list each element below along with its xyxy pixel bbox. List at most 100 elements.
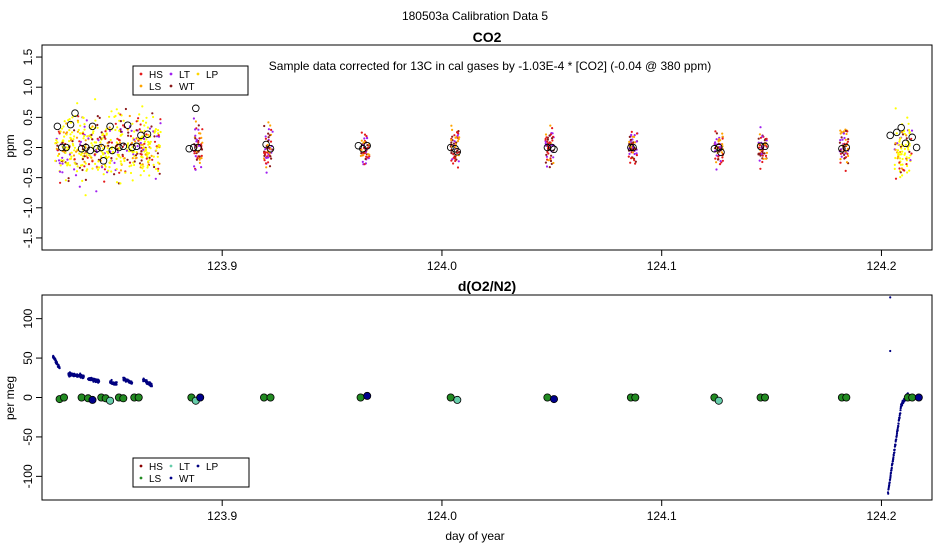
co2-wt-point	[267, 136, 270, 139]
co2-lp-point	[122, 119, 125, 122]
co2-lt-point	[136, 145, 139, 148]
co2-mean-marker	[88, 122, 97, 131]
co2-lp-point	[94, 162, 97, 165]
co2-lp-point	[67, 161, 70, 165]
co2-wt-point	[843, 157, 846, 160]
co2-y-tick-label: 1.5	[21, 48, 35, 65]
co2-mean-marker	[756, 142, 765, 151]
co2-lp-point	[91, 167, 94, 170]
co2-mean-marker	[453, 147, 462, 156]
co2-lp-point	[59, 130, 62, 133]
co2-lt-point	[155, 135, 159, 138]
co2-wt-point	[153, 135, 156, 138]
co2-lp-point	[905, 159, 909, 162]
co2-lp-point	[145, 116, 148, 119]
co2-lp-point	[110, 170, 113, 173]
co2-lt-point	[116, 151, 119, 154]
co2-lp-point	[60, 127, 64, 130]
o2n2-ls-mean-marker	[908, 393, 917, 402]
co2-hs-point	[193, 152, 196, 155]
co2-lp-point	[83, 135, 86, 138]
co2-lt-point	[195, 140, 198, 143]
co2-ls-point	[83, 152, 86, 155]
co2-mean-marker	[62, 143, 70, 152]
co2-lp-point	[903, 147, 907, 150]
co2-lp-point	[901, 157, 904, 161]
co2-hs-point	[362, 151, 365, 155]
co2-wt-point	[148, 156, 151, 159]
co2-lp-point	[123, 159, 126, 163]
co2-lt-point	[108, 129, 112, 132]
co2-wt-point	[715, 132, 719, 135]
co2-lp-point	[109, 162, 112, 165]
co2-wt-point	[899, 171, 902, 174]
co2-wt-point	[96, 115, 99, 118]
co2-wt-point	[548, 134, 551, 137]
co2-ls-point	[269, 124, 272, 127]
co2-wt-point	[73, 129, 76, 132]
co2-lp-point	[900, 153, 903, 156]
co2-lt-point	[267, 156, 270, 159]
co2-lp-point	[899, 163, 903, 166]
co2-lt-point	[363, 137, 366, 140]
co2-ls-point	[130, 141, 134, 144]
co2-lt-point	[551, 132, 554, 135]
co2-wt-point	[56, 144, 59, 147]
co2-lp-point	[909, 154, 912, 157]
co2-wt-point	[119, 120, 122, 123]
co2-hs-point	[58, 132, 61, 135]
o2n2-lp-point	[150, 385, 153, 388]
co2-ls-point	[360, 139, 363, 142]
co2-lp-point	[144, 121, 148, 124]
co2-wt-point	[451, 135, 454, 138]
co2-mean-marker	[99, 157, 108, 165]
co2-mean-marker	[106, 122, 114, 131]
co2-lp-point	[62, 159, 65, 162]
co2-lp-point	[63, 120, 66, 123]
co2-lp-point	[69, 133, 72, 136]
co2-lp-point	[54, 142, 57, 145]
o2n2-legend-lp: LP	[206, 462, 219, 473]
o2n2-x-tick-label: 123.9	[207, 509, 237, 523]
o2n2-lp-point	[896, 429, 899, 432]
co2-wt-point	[67, 179, 70, 183]
co2-mean-marker	[908, 133, 916, 142]
o2n2-lp-point	[897, 422, 900, 425]
o2n2-lp-point	[889, 475, 892, 478]
co2-lp-point	[897, 143, 900, 146]
co2-lt-point	[61, 171, 64, 174]
co2-lp-point	[126, 144, 129, 147]
co2-lt-point	[130, 129, 133, 132]
co2-mean-marker	[761, 142, 769, 151]
co2-hs-point	[145, 157, 148, 160]
co2-mean-marker	[838, 144, 846, 153]
co2-hs-point	[910, 137, 913, 140]
co2-ls-point	[119, 169, 123, 172]
co2-hs-point	[135, 120, 138, 123]
co2-lp-point	[906, 116, 909, 119]
co2-lp-point	[73, 135, 76, 138]
co2-ls-point	[75, 150, 78, 153]
co2-lt-point	[633, 152, 636, 156]
co2-ls-point	[458, 136, 461, 139]
co2-ls-point	[85, 155, 88, 158]
co2-lp-point	[124, 171, 127, 174]
co2-mean-marker	[58, 143, 66, 152]
co2-lp-point	[69, 137, 73, 140]
o2n2-legend-ls-marker	[139, 476, 143, 480]
co2-lp-point	[95, 141, 98, 144]
co2-lt-point	[73, 168, 76, 171]
co2-lp-point	[897, 151, 900, 154]
co2-ls-point	[76, 119, 79, 122]
co2-ls-point	[268, 151, 271, 155]
co2-lp-point	[143, 124, 146, 127]
co2-lp-point	[85, 152, 88, 155]
co2-hs-point	[714, 157, 717, 160]
co2-ls-point	[721, 135, 724, 138]
co2-lp-point	[86, 168, 89, 171]
co2-lp-point	[143, 140, 146, 143]
co2-wt-point	[839, 149, 842, 152]
co2-lp-point	[147, 160, 150, 163]
co2-hs-point	[91, 160, 94, 163]
